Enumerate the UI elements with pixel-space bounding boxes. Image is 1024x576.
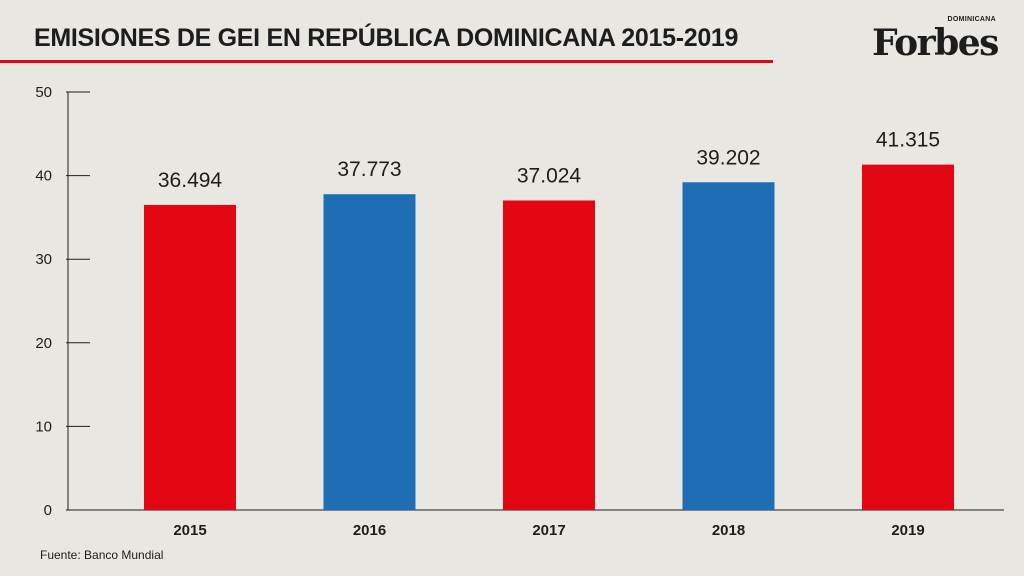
y-tick-label: 30 <box>35 251 52 268</box>
bar-2018 <box>682 182 775 510</box>
y-tick-label: 20 <box>35 335 52 352</box>
bar-2019 <box>862 164 954 510</box>
y-tick-label: 10 <box>35 418 52 435</box>
category-label: 2019 <box>891 522 924 539</box>
bar-2017 <box>503 200 595 510</box>
chart-title: EMISIONES DE GEI EN REPÚBLICA DOMINICANA… <box>34 24 739 52</box>
bar-2016 <box>323 194 416 510</box>
brand-name: Forbes <box>872 22 999 64</box>
value-label: 36.494 <box>158 169 223 192</box>
category-label: 2015 <box>173 522 206 539</box>
brand-logo: DOMINICANA Forbes <box>872 16 1002 66</box>
value-label: 37.024 <box>517 164 582 187</box>
y-tick-label: 0 <box>44 502 52 519</box>
bar-2015 <box>144 204 236 510</box>
source-note: Fuente: Banco Mundial <box>40 548 164 562</box>
title-underline <box>0 60 773 63</box>
value-label: 37.773 <box>337 158 401 181</box>
y-tick-label: 40 <box>35 168 52 185</box>
brand-edition: DOMINICANA <box>947 16 996 23</box>
category-label: 2017 <box>532 522 565 539</box>
category-label: 2016 <box>353 522 386 539</box>
value-label: 39.202 <box>696 146 760 169</box>
value-label: 41.315 <box>876 129 940 152</box>
category-label: 2018 <box>712 522 745 539</box>
y-tick-label: 50 <box>35 84 52 101</box>
